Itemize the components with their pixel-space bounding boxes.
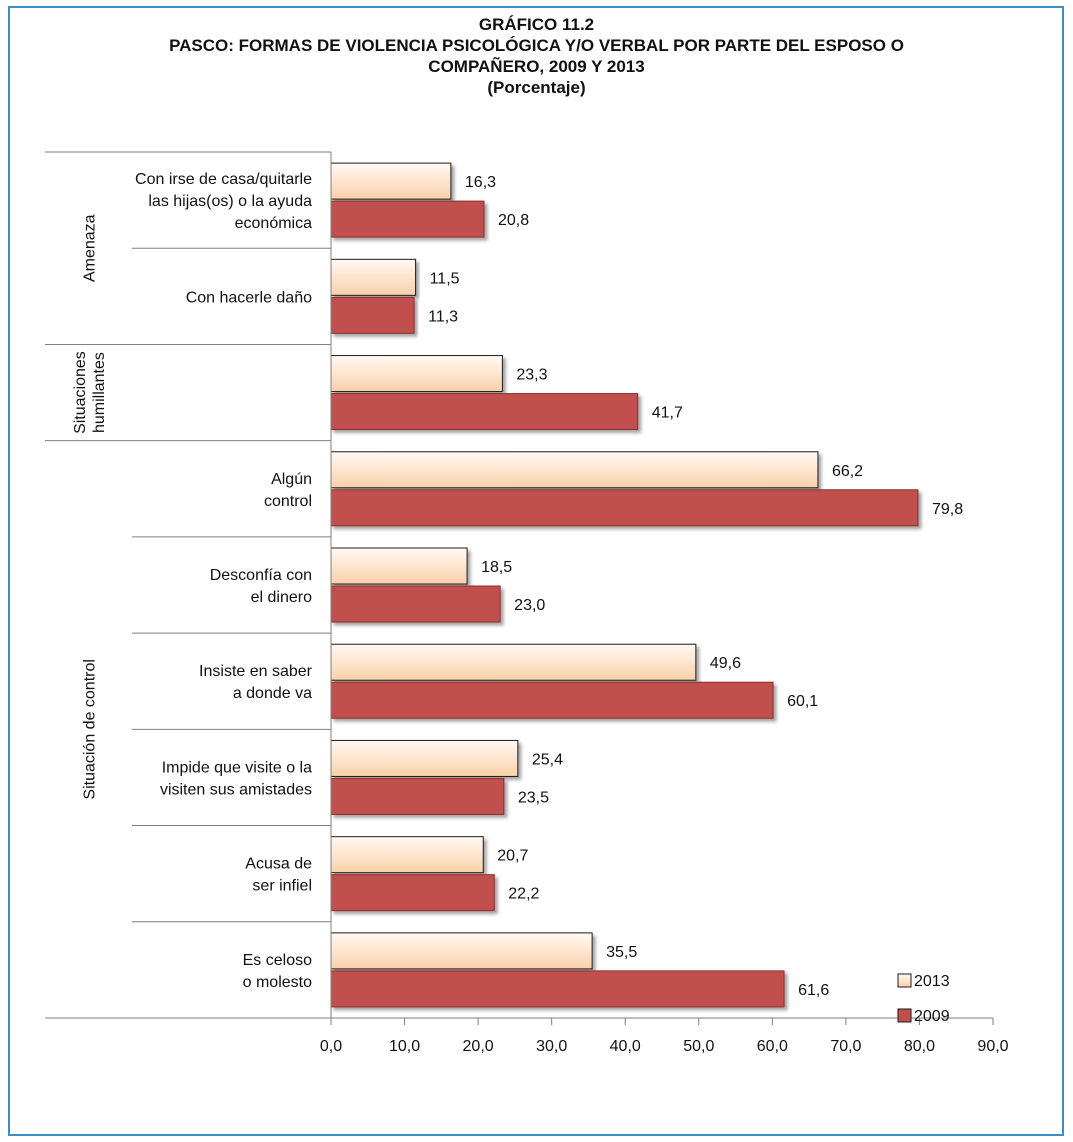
category-label: Con irse de casa/quitarle [135, 171, 312, 188]
bar-2013 [330, 547, 468, 585]
category-label: control [264, 493, 312, 510]
data-label-2009: 11,3 [428, 308, 458, 325]
data-label-2009: 41,7 [652, 405, 683, 422]
bar-2009 [330, 585, 501, 623]
bar-2009 [330, 296, 415, 334]
data-label-2013: 23,3 [516, 367, 547, 384]
category-label: Algún [271, 471, 312, 488]
title-line-1: GRÁFICO 11.2 [478, 15, 595, 34]
data-label-2013: 20,7 [497, 848, 528, 865]
x-tick-label: 40,0 [610, 1038, 641, 1055]
data-label-2009: 20,8 [498, 212, 529, 229]
legend-swatch-2013 [897, 973, 912, 988]
bar-2013 [330, 932, 593, 970]
x-tick-label: 80,0 [904, 1038, 935, 1055]
data-label-2013: 18,5 [481, 559, 512, 576]
data-label-2013: 66,2 [832, 463, 863, 480]
category-label: Desconfía con [210, 567, 312, 584]
x-tick-label: 0,0 [320, 1038, 342, 1055]
x-tick-label: 50,0 [683, 1038, 714, 1055]
bar-2009 [330, 489, 919, 527]
group-label: Situación de control [82, 659, 99, 800]
data-label-2009: 22,2 [508, 886, 539, 903]
category-label: Impide que visite o la [162, 759, 312, 776]
data-label-2013: 16,3 [465, 174, 496, 191]
title-line-4: (Porcentaje) [487, 78, 586, 97]
bar-2013 [330, 162, 452, 200]
category-label: Es celoso [243, 952, 312, 969]
bar-2009 [330, 200, 485, 238]
x-tick-label: 60,0 [757, 1038, 788, 1055]
x-tick-label: 20,0 [463, 1038, 494, 1055]
data-label-2009: 60,1 [787, 693, 818, 710]
bar-2013 [330, 355, 503, 393]
bar-2009 [330, 681, 774, 719]
bar-2009 [330, 393, 639, 431]
category-label: Acusa de [245, 856, 312, 873]
data-label-2009: 61,6 [798, 982, 829, 999]
category-label: visiten sus amistades [160, 781, 312, 798]
x-tick-label: 90,0 [977, 1038, 1008, 1055]
data-label-2009: 79,8 [932, 501, 963, 518]
category-label: a donde va [233, 685, 312, 702]
title-line-3: COMPAÑERO, 2009 Y 2013 [428, 57, 645, 76]
category-label: o molesto [243, 974, 312, 991]
x-tick-label: 30,0 [536, 1038, 567, 1055]
bar-2013 [330, 836, 484, 874]
data-label-2009: 23,0 [514, 597, 545, 614]
bar-2009 [330, 777, 505, 815]
data-label-2013: 25,4 [532, 751, 563, 768]
bar-2013 [330, 643, 697, 681]
bar-2009 [330, 970, 785, 1008]
legend-swatch-2009 [897, 1008, 912, 1023]
group-label: Situaciones [72, 351, 89, 434]
category-label: económica [235, 215, 312, 232]
legend-label-2013: 2013 [914, 973, 950, 990]
bar-2013 [330, 739, 519, 777]
legend-label-2009: 2009 [914, 1008, 950, 1025]
x-tick-label: 70,0 [830, 1038, 861, 1055]
data-label-2009: 23,5 [518, 789, 549, 806]
chart-title: GRÁFICO 11.2 PASCO: FORMAS DE VIOLENCIA … [0, 14, 1073, 98]
category-label: el dinero [251, 589, 312, 606]
category-label: ser infiel [252, 878, 312, 895]
data-label-2013: 11,5 [430, 270, 460, 287]
bar-2013 [330, 451, 819, 489]
bar-2013 [330, 258, 417, 296]
x-tick-label: 10,0 [389, 1038, 420, 1055]
data-label-2013: 49,6 [710, 655, 741, 672]
bar-2009 [330, 874, 495, 912]
category-label: Con hacerle daño [186, 289, 312, 306]
title-line-2: PASCO: FORMAS DE VIOLENCIA PSICOLÓGICA Y… [169, 36, 904, 55]
group-label: humillantes [91, 352, 108, 433]
category-label: las hijas(os) o la ayuda [148, 193, 312, 210]
data-label-2013: 35,5 [606, 944, 637, 961]
category-label: Insiste en saber [199, 663, 313, 680]
group-label: Amenaza [82, 214, 99, 282]
